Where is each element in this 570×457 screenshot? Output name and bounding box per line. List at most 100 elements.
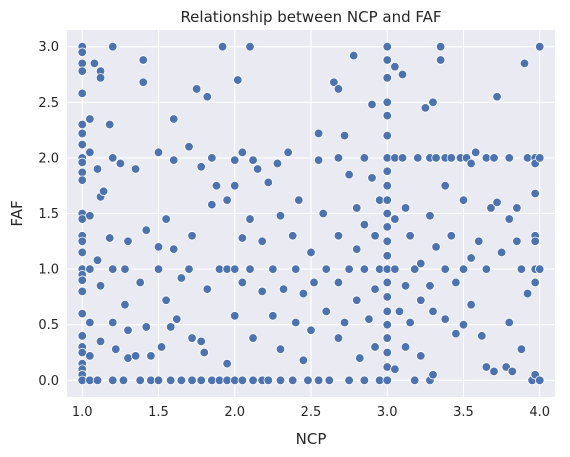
data-point (382, 320, 392, 330)
data-point (95, 336, 106, 347)
data-point (108, 153, 118, 163)
data-point (349, 50, 359, 61)
data-point (303, 375, 313, 386)
data-point (405, 231, 415, 241)
data-point (344, 375, 354, 386)
data-point (184, 264, 194, 274)
data-point (492, 92, 502, 102)
x-tick-label: 3.0 (377, 405, 398, 420)
data-point (382, 375, 392, 386)
data-point (382, 41, 392, 52)
data-point (504, 153, 514, 163)
data-point (397, 69, 408, 80)
data-point (104, 119, 115, 130)
data-point (416, 258, 426, 269)
data-point (535, 375, 545, 386)
data-point (111, 344, 121, 354)
data-point (405, 317, 415, 328)
data-point (458, 264, 469, 274)
data-point (530, 277, 540, 288)
data-point (446, 153, 457, 163)
data-point (458, 195, 469, 205)
data-point (77, 308, 87, 319)
data-point (416, 351, 426, 361)
data-point (352, 295, 362, 305)
data-point (108, 41, 118, 52)
data-point (516, 264, 527, 274)
data-point (77, 119, 87, 130)
data-point (504, 317, 514, 328)
data-point (187, 333, 197, 343)
data-point (382, 333, 392, 343)
data-point (333, 153, 344, 163)
y-tick-label: 2.0 (38, 151, 59, 166)
data-point (466, 253, 476, 263)
data-point (77, 175, 87, 185)
data-point (153, 375, 164, 386)
data-point (138, 55, 148, 65)
data-point (382, 195, 392, 205)
data-point (382, 130, 392, 141)
x-tick-label: 1.0 (72, 405, 93, 420)
data-point (92, 164, 103, 174)
data-point (313, 128, 324, 139)
data-point (535, 153, 545, 163)
data-point (77, 66, 87, 76)
data-point (77, 286, 87, 297)
data-point (138, 77, 148, 87)
data-point (321, 264, 331, 274)
data-point (245, 214, 255, 224)
data-point (77, 214, 87, 224)
data-point (382, 110, 392, 121)
data-point (288, 375, 298, 386)
data-point (512, 203, 522, 213)
data-point (77, 139, 87, 150)
data-point (104, 233, 115, 243)
x-axis-label: NCP (296, 430, 327, 448)
data-point (230, 311, 240, 321)
data-point (288, 231, 298, 241)
data-point (85, 264, 95, 274)
data-point (382, 180, 392, 191)
data-point (370, 231, 380, 241)
data-point (481, 362, 492, 372)
data-point (425, 211, 435, 221)
data-point (519, 58, 530, 69)
data-point (321, 306, 331, 317)
data-point (141, 322, 152, 332)
data-point (535, 264, 545, 274)
data-point (512, 236, 522, 247)
data-point (252, 164, 263, 174)
data-point (257, 236, 267, 247)
data-point (344, 264, 354, 274)
data-point (165, 322, 176, 332)
data-point (85, 114, 95, 124)
data-point (141, 225, 152, 235)
data-point (294, 195, 304, 205)
data-point (451, 328, 461, 339)
data-point (263, 375, 274, 386)
data-point (333, 84, 344, 94)
data-point (309, 277, 319, 288)
data-point (165, 375, 176, 386)
data-point (153, 242, 164, 252)
data-point (77, 58, 87, 69)
data-point (324, 375, 335, 386)
data-point (474, 236, 484, 247)
data-point (390, 61, 400, 72)
data-point (428, 97, 438, 107)
data-point (184, 142, 194, 152)
data-point (268, 264, 278, 274)
data-point (85, 351, 95, 361)
data-point (466, 299, 476, 310)
data-point (85, 147, 95, 158)
data-point (530, 236, 540, 247)
data-point (161, 214, 171, 224)
data-point (77, 167, 87, 178)
data-point (187, 375, 197, 386)
data-point (108, 317, 118, 328)
y-tick-label: 1.0 (38, 263, 59, 278)
data-point (431, 153, 441, 163)
data-point (187, 231, 197, 241)
data-point (169, 155, 179, 165)
